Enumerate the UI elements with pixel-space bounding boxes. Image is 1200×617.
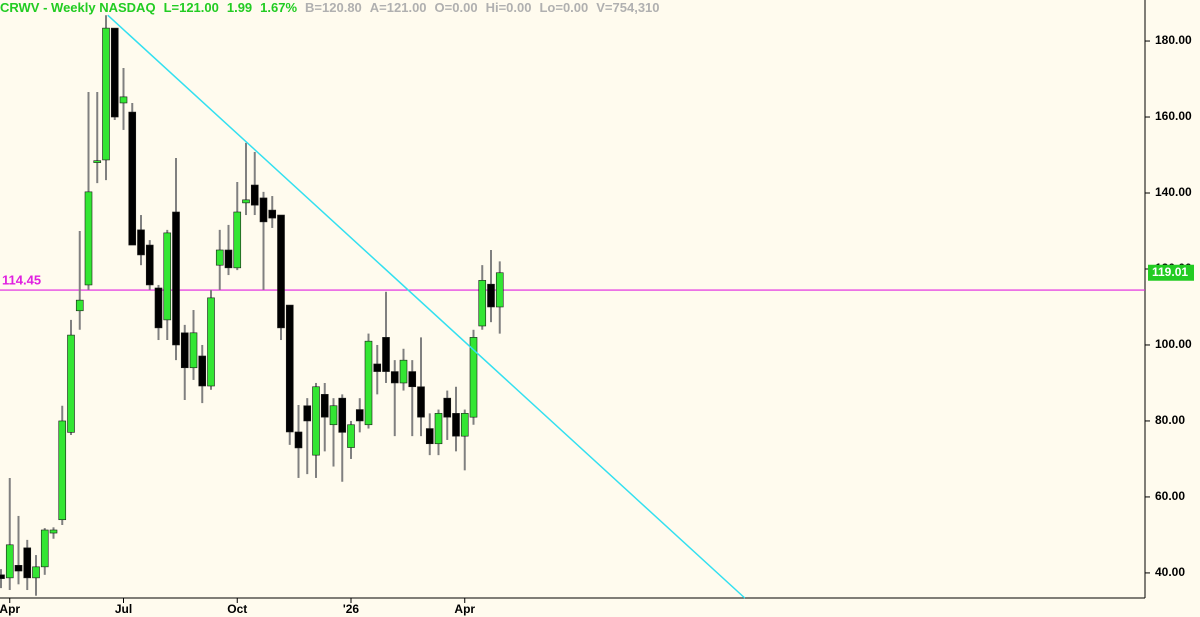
candle-body	[128, 111, 137, 246]
candle-body	[312, 386, 320, 456]
candle-body	[93, 160, 102, 163]
last-price-box	[1148, 264, 1194, 281]
y-tick-label: 40.00	[1155, 565, 1185, 579]
candle-body	[58, 420, 67, 521]
candle-body	[5, 544, 14, 579]
candle-body	[347, 424, 355, 448]
stat: Hi=0.00	[485, 0, 532, 15]
x-tick-label: Apr	[454, 602, 475, 616]
stat: B=120.80	[305, 0, 362, 15]
y-tick-label: 180.00	[1155, 33, 1192, 47]
candle-body	[215, 249, 224, 266]
candle-body	[425, 428, 434, 445]
candle-body	[0, 574, 5, 579]
stat: Lo=0.00	[539, 0, 589, 15]
trendline	[107, 14, 746, 599]
candle-body	[49, 529, 58, 534]
x-tick-label: Oct	[227, 602, 247, 616]
candle-body	[417, 386, 425, 418]
candle-body	[329, 405, 338, 426]
candle-body	[382, 337, 390, 372]
stat: O=0.00	[434, 0, 478, 15]
quote: 1.67%	[260, 0, 298, 15]
candle-body	[390, 371, 399, 384]
level-label: 114.45	[2, 273, 41, 288]
y-tick-label: 140.00	[1155, 185, 1192, 199]
candle-body	[119, 96, 128, 104]
candle-body	[189, 332, 198, 369]
candle-body	[75, 299, 84, 312]
candle-body	[40, 529, 49, 568]
candle-body	[14, 565, 23, 572]
candle-body	[285, 304, 294, 433]
candle-body	[198, 355, 207, 387]
y-tick-label: 80.00	[1155, 413, 1185, 427]
candle-body	[172, 211, 180, 346]
candle-body	[259, 197, 268, 223]
candle-body	[303, 405, 312, 422]
candle-body	[180, 332, 189, 369]
y-tick-label: 100.00	[1155, 337, 1192, 351]
candle-body	[399, 359, 408, 384]
candle-body	[23, 547, 32, 579]
candle-body	[207, 297, 215, 387]
candle-body	[224, 249, 233, 269]
y-tick-label: 160.00	[1155, 109, 1192, 123]
candle-body	[268, 209, 277, 219]
candle-body	[478, 280, 487, 327]
symbol-title: CRWV - Weekly NASDAQ	[0, 0, 156, 15]
candle-body	[277, 214, 285, 329]
candle-body	[434, 413, 443, 445]
candle-body	[233, 211, 242, 269]
candle-body	[355, 409, 364, 422]
candle-body	[32, 566, 40, 579]
candle-body	[294, 431, 303, 449]
candle-body	[154, 287, 163, 329]
quote: 1.99	[226, 0, 253, 15]
stat: V=754,310	[596, 0, 660, 15]
candle-body	[452, 413, 460, 437]
quote: L=121.00	[163, 0, 219, 15]
stat: A=121.00	[369, 0, 427, 15]
candle-body	[320, 394, 329, 418]
candle-body	[408, 371, 417, 388]
candle-body	[487, 283, 495, 308]
candle-body	[443, 397, 452, 418]
candle-body	[145, 244, 154, 286]
header: CRWV - Weekly NASDAQ L=121.00 1.99 1.67%…	[0, 0, 660, 16]
x-tick-label: Jul	[115, 602, 132, 616]
candle-body	[495, 272, 504, 308]
candle-body	[67, 334, 75, 433]
candle-body	[460, 413, 469, 437]
candle-body	[110, 27, 119, 118]
candle-body	[364, 340, 373, 426]
candle-body	[469, 337, 478, 418]
candle-body	[242, 199, 250, 204]
candle-body	[137, 229, 145, 256]
y-tick-label: 60.00	[1155, 489, 1185, 503]
candle-body	[373, 363, 382, 372]
x-tick-label: Apr	[0, 602, 20, 616]
x-tick-label: '26	[343, 602, 360, 616]
candle-body	[250, 184, 259, 206]
last-price-label: 119.01	[1152, 265, 1188, 279]
candle-body	[338, 397, 347, 433]
candle-body	[84, 191, 93, 286]
candle-body	[102, 27, 110, 161]
candle-body	[163, 232, 172, 321]
